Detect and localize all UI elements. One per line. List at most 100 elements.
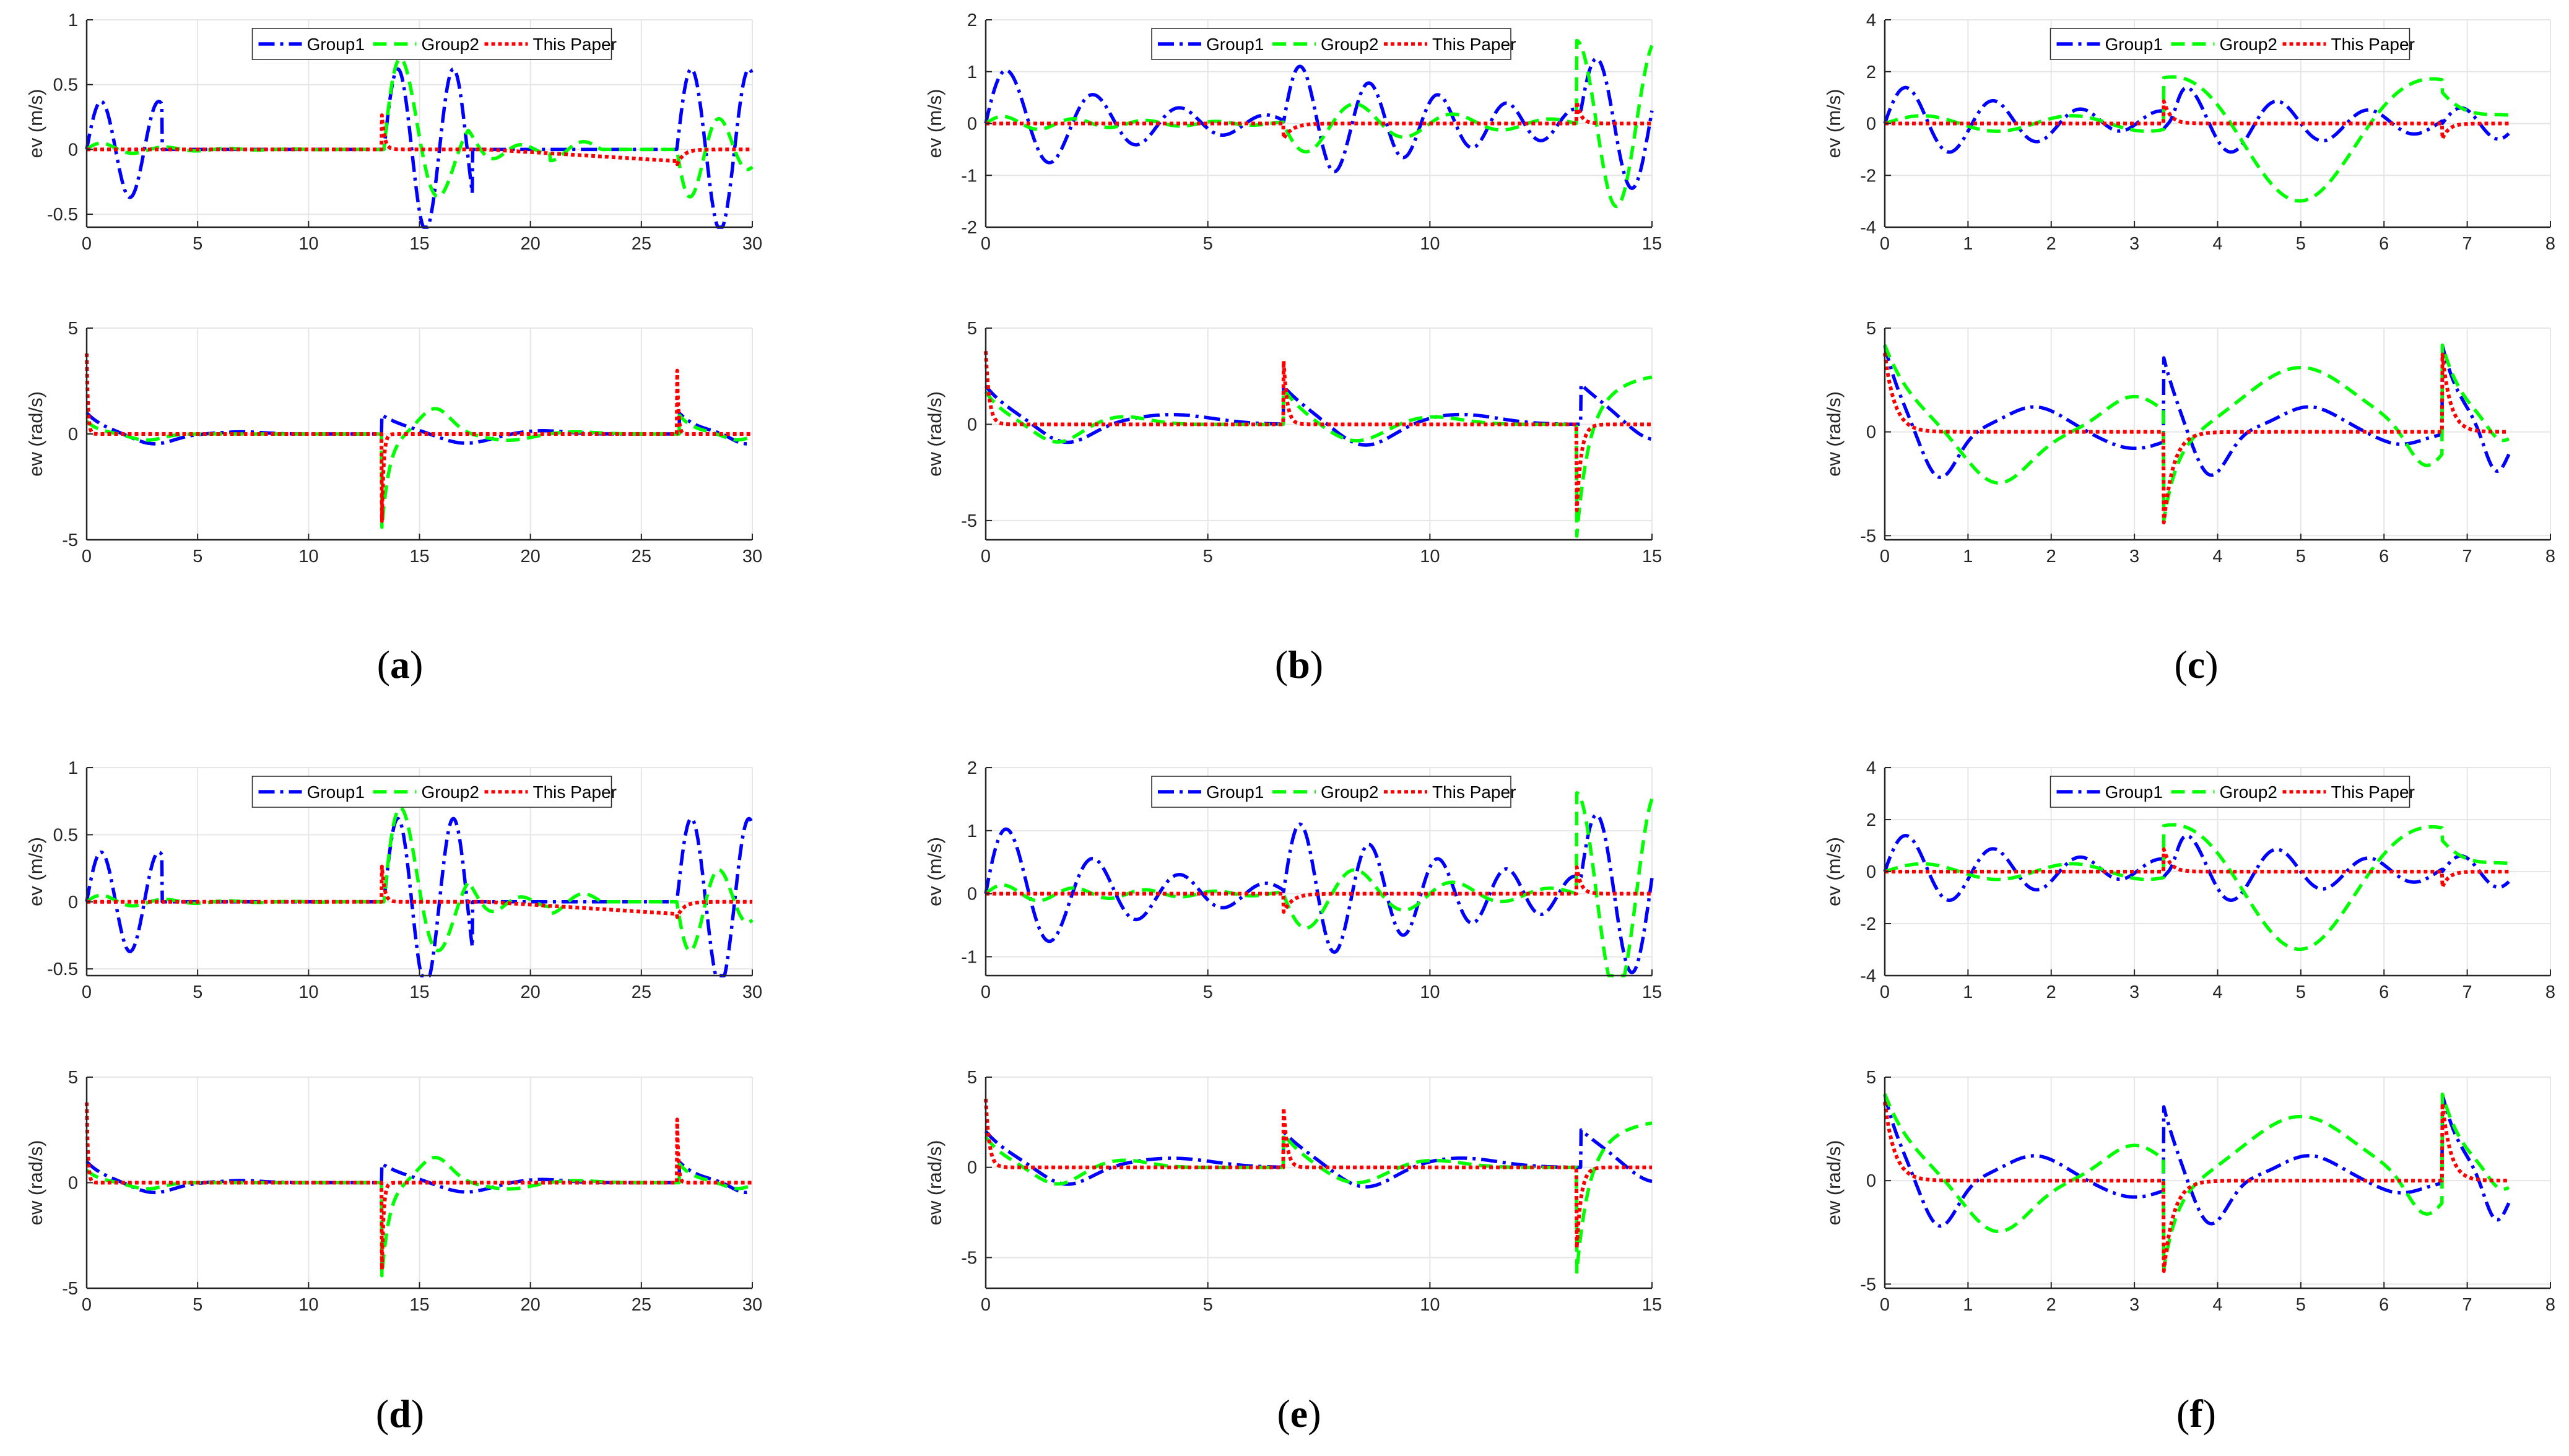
panel-c-top-ytick-label: -2	[1860, 166, 1876, 186]
panel-e-legend: Group1 Group2 This Paper	[1151, 776, 1516, 808]
panel-a-top-paper-line	[85, 113, 754, 167]
panel-e-top-xtick-label: 15	[1642, 982, 1662, 1002]
panel-c-top-xtick-label: 3	[2129, 234, 2139, 254]
panel-b-top-ylabel: ev (m/s)	[924, 89, 945, 158]
panel-c-legend-group1-label: Group1	[2105, 35, 2163, 54]
panel-b-top-axes: 0 5 10 15 -2 -1 0 1 2 ev (m/s) Group1 Group2 This Pa…	[924, 11, 1662, 254]
panel-f-bottom-xtick-label: 5	[2296, 1295, 2306, 1315]
panel-a-top-ylabel: ev (m/s)	[25, 89, 46, 158]
panel-c-top-paper-line	[1883, 99, 2511, 141]
panel-d-top-xtick-label: 20	[521, 982, 541, 1002]
panel-c-bottom-xtick-label: 7	[2463, 547, 2472, 566]
panel-f-top-xtick-label: 3	[2129, 982, 2139, 1002]
panel-b-legend-paper-label: This Paper	[1432, 35, 1516, 54]
panel-f-bottom-ytick-label: 0	[1866, 1171, 1876, 1191]
caption-d: (d)	[376, 1392, 424, 1436]
panel-f-bottom-xtick-label: 0	[1880, 1295, 1890, 1315]
panel-c-bottom-xtick-label: 5	[2296, 547, 2306, 566]
panel-d-legend-group2-label: Group2	[422, 782, 479, 802]
caption-e: (e)	[1277, 1392, 1321, 1436]
panel-f-bottom-ylabel: ew (rad/s)	[1823, 1140, 1845, 1226]
panel-c-bottom-xtick-label: 8	[2545, 547, 2555, 566]
panel-e-legend-paper-label: This Paper	[1432, 782, 1516, 802]
panel-b-legend-group1-label: Group1	[1206, 35, 1264, 54]
panel-c-top-ytick-label: 2	[1866, 63, 1876, 82]
panel-c-legend-paper-label: This Paper	[2331, 35, 2415, 54]
panel-b-bottom-xtick-label: 5	[1203, 547, 1213, 566]
panel-e-bottom-plot-area	[986, 1077, 1652, 1288]
panel-d-bottom-xtick-label: 10	[298, 1295, 318, 1315]
panel-a-bottom-xtick-label: 15	[409, 547, 429, 566]
panel-a-bottom-xtick-label: 10	[298, 547, 318, 566]
panel-c-top-xtick-label: 8	[2545, 234, 2555, 254]
panel-c-bottom-xtick-label: 2	[2046, 547, 2056, 566]
panel-d-bottom-xtick-label: 0	[82, 1295, 92, 1315]
panel-a-top-ytick-label: -0.5	[47, 205, 78, 225]
panel-c-top-xtick-label: 2	[2046, 234, 2056, 254]
panel-a-bottom-ylabel: ew (rad/s)	[25, 391, 46, 477]
panel-f-top-xtick-label: 5	[2296, 982, 2306, 1002]
panel-a-legend: Group1 Group2 This Paper	[251, 28, 617, 60]
panel-f-bottom-xtick-label: 8	[2545, 1295, 2555, 1315]
panel-b-bottom-ytick-label: -5	[961, 511, 977, 531]
panel-f-bottom-xtick-label: 2	[2046, 1295, 2056, 1315]
panel-e-top-ytick-label: 2	[967, 758, 977, 778]
panel-b-bottom-plot-area	[986, 328, 1652, 540]
panel-d-bottom-ylabel: ew (rad/s)	[25, 1140, 46, 1226]
panel-d-legend: Group1 Group2 This Paper	[251, 776, 617, 808]
panel-c-bottom-xtick-label: 0	[1880, 547, 1890, 566]
panel-a-bottom-xtick-label: 30	[742, 547, 762, 566]
panel-c-bottom-ytick-label: 5	[1866, 319, 1876, 339]
panel-c-bottom-ytick-label: 0	[1866, 423, 1876, 443]
panel-e-bottom-xtick-label: 15	[1642, 1295, 1662, 1315]
panel-b-top-xtick-label: 0	[981, 234, 991, 254]
panel-c-top-group2-line	[1883, 75, 2510, 203]
panel-c-bottom-group1-line	[1883, 344, 2511, 479]
panel-d-top-paper-line	[85, 864, 754, 919]
panel-a-legend-paper-label: This Paper	[533, 35, 617, 54]
panel-e-bottom-xtick-label: 10	[1420, 1295, 1440, 1315]
panel-e-legend-group1-label: Group1	[1206, 782, 1264, 802]
panel-e-bottom-xtick-label: 0	[981, 1295, 991, 1315]
panel-e-bottom-ytick-label: -5	[961, 1248, 977, 1268]
panel-a-bottom-ytick-label: -5	[62, 531, 78, 550]
panel-b-legend-box	[1151, 28, 1511, 60]
panel-f-top-ylabel: ev (m/s)	[1823, 837, 1845, 906]
panel-b-top-xtick-label: 15	[1642, 234, 1662, 254]
panel-e-top-xtick-label: 5	[1203, 982, 1213, 1002]
panel-d-top-xtick-label: 25	[632, 982, 651, 1002]
panel-c-top-axes: 0 1 2 3 4 5 6 7 8 -4 -2 0 2 4 ev (m/s) Group1 Group2 This…	[1823, 11, 2555, 254]
panel-d-top-xtick-label: 5	[193, 982, 202, 1002]
panel-c-bottom-group2-line	[1883, 343, 2510, 522]
panel-f-bottom-xtick-label: 3	[2129, 1295, 2139, 1315]
panel-e-top-xtick-label: 0	[981, 982, 991, 1002]
panel-b-bottom-ytick-label: 0	[967, 415, 977, 435]
panel-b-top-paper-line	[984, 100, 1654, 141]
panel-a-top-xtick-label: 15	[409, 234, 429, 254]
panel-f-bottom-ytick-label: 5	[1866, 1068, 1876, 1088]
panel-b-bottom-ylabel: ew (rad/s)	[924, 391, 945, 477]
panel-a-bottom-paper-line	[85, 353, 754, 523]
panel-c-top-xtick-label: 1	[1963, 234, 1973, 254]
panel-a-top-ytick-label: 1	[68, 11, 78, 30]
panel-d-top-ytick-label: 0.5	[53, 825, 78, 845]
panel-a-top-ytick-label: 0.5	[53, 76, 78, 95]
panel-c-bottom-xtick-label: 3	[2129, 547, 2139, 566]
panel-b-top-ytick-label: 1	[967, 63, 977, 82]
panel-b-top-xtick-label: 10	[1420, 234, 1440, 254]
panel-c-top-xtick-label: 6	[2379, 234, 2389, 254]
panel-e-bottom-group1-line	[984, 1128, 1653, 1189]
panel-d-top-xtick-label: 15	[409, 982, 429, 1002]
panel-f-legend-paper-label: This Paper	[2331, 782, 2415, 802]
panel-e-bottom-ytick-label: 0	[967, 1158, 977, 1178]
panel-a-bottom-ytick-label: 5	[68, 319, 78, 339]
panel-d-bottom-xtick-label: 25	[632, 1295, 651, 1315]
panel-a-bottom-xtick-label: 25	[632, 547, 651, 566]
panel-f-top-paper-line	[1883, 847, 2511, 889]
panel-d-top-ytick-label: 0	[68, 893, 78, 912]
panel-f-bottom-xtick-label: 1	[1963, 1295, 1973, 1315]
